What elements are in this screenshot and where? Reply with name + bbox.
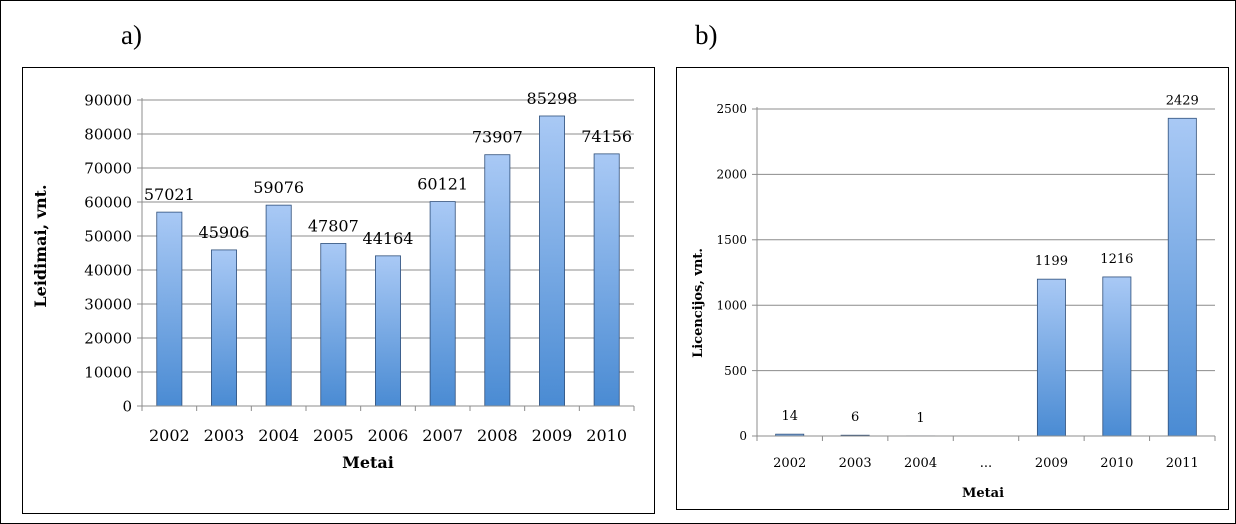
chart-b-x-tick-label: 2002 xyxy=(773,456,806,471)
chart-a-bar xyxy=(156,211,183,407)
chart-a-x-tick-label: 2005 xyxy=(313,426,354,445)
chart-a-y-tick-label: 20000 xyxy=(84,329,132,347)
chart-b-y-tick-label: 2500 xyxy=(716,102,747,116)
panel-b-label: b) xyxy=(695,20,718,50)
chart-a-data-label: 45906 xyxy=(199,223,250,242)
chart-a-x-tick-label: 2009 xyxy=(532,426,573,445)
chart-a-bar xyxy=(211,249,237,407)
chart-a-x-tick-label: 2007 xyxy=(422,426,463,445)
chart-b-y-axis-label: Licencijos, vnt. xyxy=(691,248,706,358)
chart-a-y-tick-label: 60000 xyxy=(84,193,132,211)
chart-a-data-label: 60121 xyxy=(417,175,468,194)
chart-b-data-label: 14 xyxy=(781,409,798,424)
chart-b-y-tick-label: 1500 xyxy=(716,233,747,247)
chart-a-data-label: 44164 xyxy=(363,229,414,248)
chart-a-y-tick-label: 90000 xyxy=(84,91,132,109)
chart-a-y-tick-label: 70000 xyxy=(84,159,132,177)
chart-b-x-tick-label: 2004 xyxy=(904,456,937,471)
chart-a-bar xyxy=(539,115,565,407)
chart-b-data-label: 1 xyxy=(916,411,924,426)
chart-b-x-tick-label: 2010 xyxy=(1100,456,1133,471)
chart-b-x-tick-label: 2011 xyxy=(1166,456,1199,471)
chart-a-x-tick-label: 2003 xyxy=(204,426,245,445)
chart-a-y-tick-label: 30000 xyxy=(84,295,132,313)
chart-a-y-tick-label: 40000 xyxy=(84,261,132,279)
chart-a-data-label: 85298 xyxy=(527,89,578,108)
chart-a-y-tick-label: 10000 xyxy=(84,363,132,381)
chart-a-data-label: 74156 xyxy=(581,127,632,146)
chart-b-bar xyxy=(1036,278,1066,437)
chart-b-y-tick-label: 2000 xyxy=(716,168,747,182)
chart-a-data-label: 73907 xyxy=(472,128,523,147)
chart-b-container: 0 500 1000 1500 2000 2500 2002 14 2003 6 2004 1...… xyxy=(676,67,1229,510)
chart-a-bar xyxy=(429,201,456,407)
chart-b-data-label: 2429 xyxy=(1166,93,1199,108)
chart-a-y-tick-label: 80000 xyxy=(84,125,132,143)
chart-b-y-tick-label: 500 xyxy=(724,364,747,378)
chart-a-x-tick-label: 2006 xyxy=(368,426,409,445)
chart-a-x-tick-label: 2008 xyxy=(477,426,518,445)
chart-a-data-label: 59076 xyxy=(253,178,304,197)
chart-b-x-tick-label: 2009 xyxy=(1035,456,1068,471)
panel-a-label: a) xyxy=(121,20,142,50)
chart-a-data-label: 47807 xyxy=(308,216,359,235)
chart-a-bar xyxy=(593,153,620,407)
chart-a-x-tick-label: 2004 xyxy=(258,426,299,445)
chart-a-container: 0 10000 20000 30000 40000 50000 60000 70000 8000… xyxy=(22,67,655,514)
chart-b-bar xyxy=(1167,117,1197,437)
chart-a-bar xyxy=(375,255,401,407)
chart-a-data-label: 57021 xyxy=(144,185,195,204)
chart-b: 0 500 1000 1500 2000 2500 2002 14 2003 6 2004 1...… xyxy=(691,93,1216,501)
chart-a-y-axis-label: Leidimai, vnt. xyxy=(31,184,50,307)
chart-b-data-label: 6 xyxy=(851,410,859,425)
chart-a-bar xyxy=(484,154,511,407)
chart-a: 0 10000 20000 30000 40000 50000 60000 70000 8000… xyxy=(31,89,635,472)
chart-a-y-tick-label: 0 xyxy=(122,397,132,415)
chart-a-bar xyxy=(265,204,292,407)
chart-a-x-tick-label: 2010 xyxy=(586,426,627,445)
chart-b-data-label: 1216 xyxy=(1100,252,1133,267)
chart-a-x-tick-label: 2002 xyxy=(149,426,190,445)
chart-b-y-tick-label: 0 xyxy=(739,429,747,443)
chart-b-bar xyxy=(1102,276,1132,437)
chart-a-bar xyxy=(320,243,347,407)
chart-b-x-tick-label: 2003 xyxy=(839,456,872,471)
chart-a-y-tick-label: 50000 xyxy=(84,227,132,245)
chart-a-x-axis-label: Metai xyxy=(342,453,394,472)
chart-b-x-axis-label: Metai xyxy=(962,486,1004,501)
chart-b-y-tick-label: 1000 xyxy=(716,298,747,312)
chart-b-data-label: 1199 xyxy=(1035,254,1068,269)
chart-b-x-tick-label: ... xyxy=(980,456,992,471)
